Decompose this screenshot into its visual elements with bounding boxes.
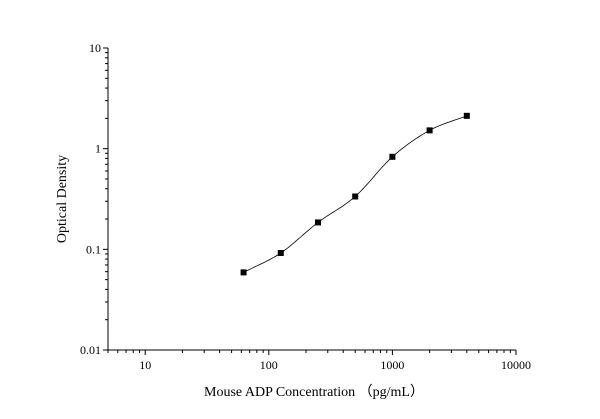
data-point (277, 249, 284, 256)
data-point (389, 153, 396, 160)
axes (107, 48, 516, 351)
x-tick-label: 10000 (501, 358, 531, 372)
x-tick-label: 10 (139, 358, 151, 372)
data-point (426, 127, 433, 134)
y-tick-label: 10 (89, 41, 101, 55)
ticks: 0.01 0.1 1 10 10 100 1000 10000 (80, 41, 531, 372)
x-axis-title: Mouse ADP Concentration （pg/mL） (204, 384, 424, 400)
y-tick-label: 1 (95, 142, 101, 156)
data-point (463, 112, 470, 119)
y-tick-label: 0.01 (80, 343, 101, 357)
y-axis-title: Optical Density (55, 155, 70, 243)
x-tick-label: 100 (260, 358, 278, 372)
x-tick-label: 1000 (380, 358, 404, 372)
data-point (352, 193, 359, 200)
y-tick-label: 0.1 (86, 242, 101, 256)
data-point (240, 269, 247, 276)
data-point (314, 219, 321, 226)
data-points (240, 112, 470, 276)
